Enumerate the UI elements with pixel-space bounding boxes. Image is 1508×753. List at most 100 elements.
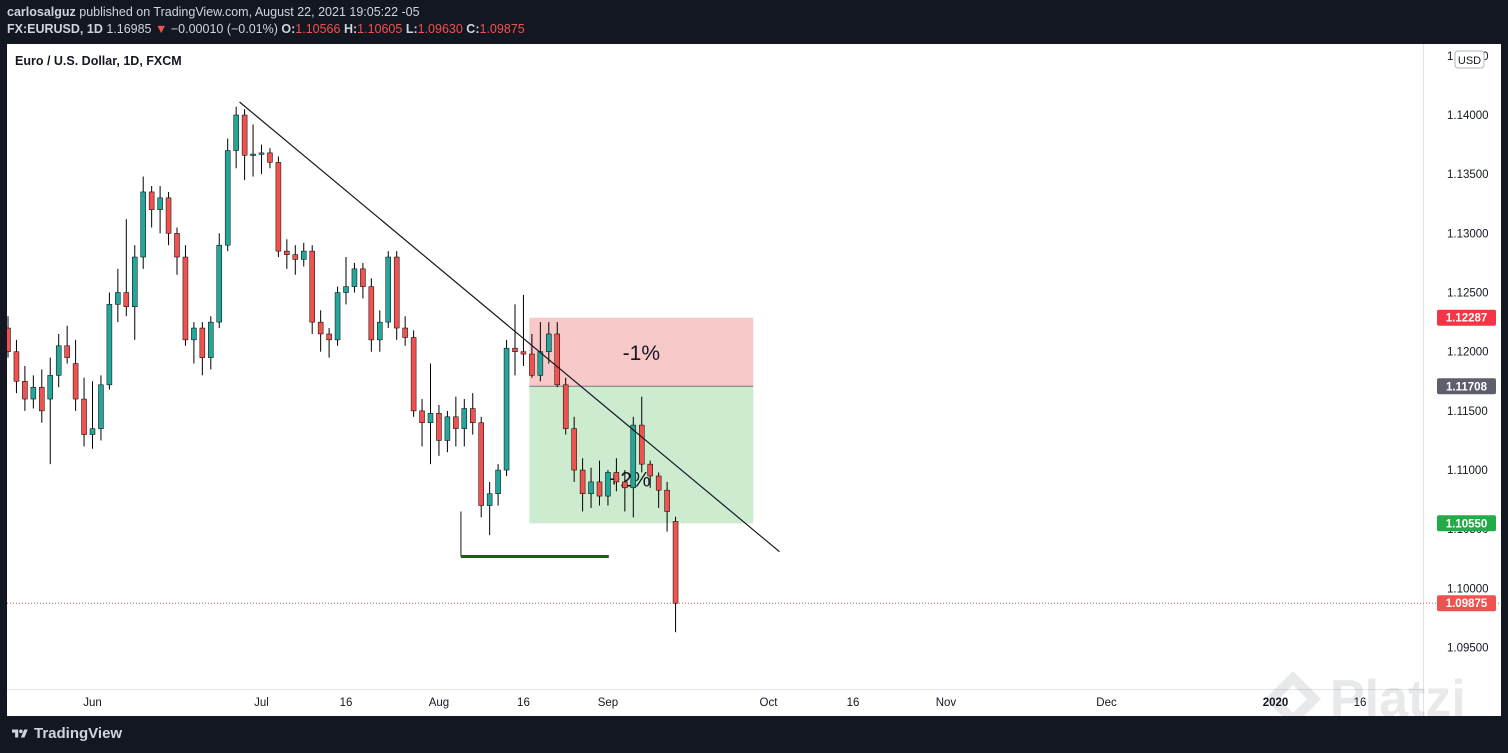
price-tick-label: 1.10000 (1447, 583, 1489, 595)
candle-body (360, 268, 366, 287)
candle-body (588, 481, 594, 494)
candle (546, 322, 552, 364)
candle (148, 186, 155, 228)
candle-body (334, 292, 341, 341)
currency-label: USD (1458, 55, 1481, 67)
candle-body (22, 381, 28, 400)
candle-body (512, 347, 518, 352)
candle (402, 316, 408, 346)
open-value: 1.10566 (295, 22, 341, 36)
footer-bar: TradingView (0, 716, 1508, 753)
candle-body (377, 321, 383, 341)
trendline (239, 101, 780, 553)
time-tick-label: Sep (598, 697, 618, 709)
candle (39, 369, 45, 423)
candle-body (309, 250, 315, 323)
candle-body (427, 412, 434, 423)
candle-body (368, 286, 375, 341)
candle (275, 156, 282, 258)
candle (385, 251, 391, 329)
candle (512, 304, 518, 376)
candle-body (453, 416, 459, 429)
candle (360, 262, 366, 299)
candle-body (613, 472, 620, 483)
candle-body (655, 475, 662, 491)
candle-body (605, 472, 611, 497)
candle-body (436, 412, 442, 441)
candle-body (402, 327, 408, 338)
candle-body (241, 114, 248, 156)
chart-panel[interactable]: -1% +2% Euro / U.S. Dollar, 1D, FXCM 1.1400… (7, 44, 1501, 716)
candle (436, 404, 442, 456)
candle-body (233, 114, 239, 151)
candle-body (486, 493, 493, 506)
currency-badge (1454, 50, 1485, 69)
candle-body (647, 463, 653, 477)
candle (630, 416, 637, 518)
candle (284, 239, 290, 269)
close-label: C: (466, 22, 480, 36)
candle (13, 339, 20, 394)
candle (393, 251, 400, 340)
candle (81, 377, 87, 447)
candle (72, 339, 79, 411)
chart-header: carlosalguz published on TradingView.com… (0, 0, 1508, 44)
price-tag-entry (1437, 378, 1496, 395)
candle (98, 375, 104, 441)
candle (123, 219, 130, 317)
candle-body (13, 351, 20, 382)
candle (89, 381, 96, 449)
candle-body (664, 489, 670, 512)
time-tick-label: 16 (517, 697, 530, 709)
candle-body (546, 333, 552, 352)
candle (343, 257, 349, 305)
candle-body (461, 408, 468, 429)
candle-body (410, 337, 417, 412)
candle (182, 245, 189, 346)
candle-body (98, 384, 104, 429)
candle-body (191, 327, 197, 341)
candle-body (639, 424, 645, 465)
candle-body (123, 292, 130, 307)
candle (470, 393, 476, 435)
chart-title: Euro / U.S. Dollar, 1D, FXCM (15, 54, 182, 68)
candle-body (444, 416, 451, 441)
platzi-logo-icon (1265, 671, 1321, 716)
price-axis-border (1423, 44, 1424, 716)
candle-body (182, 256, 189, 341)
candle (233, 106, 239, 169)
candle (216, 233, 222, 329)
candle (461, 399, 468, 447)
price-chart[interactable]: -1%+2%Euro / U.S. Dollar, 1D, FXCM1.1400… (7, 44, 1501, 716)
candle-body (39, 386, 45, 412)
candle (495, 464, 501, 506)
candle (258, 144, 265, 175)
candle-body (520, 351, 527, 355)
candle-body (47, 375, 53, 400)
price-tag-target (1437, 515, 1496, 532)
tradingview-logo[interactable]: TradingView (12, 725, 122, 742)
candle-body (326, 333, 332, 341)
price-tick-label: 1.12000 (1447, 347, 1489, 359)
author-name[interactable]: carlosalguz (7, 5, 76, 19)
candle (309, 245, 315, 334)
low-value: 1.09630 (417, 22, 463, 36)
candle (47, 357, 53, 465)
candle (486, 481, 493, 536)
candle (655, 472, 662, 508)
candle (165, 191, 172, 246)
candle-body (157, 197, 163, 210)
candle-body (115, 292, 121, 305)
candle-body (174, 233, 180, 258)
candle (368, 278, 375, 352)
candle (622, 470, 628, 512)
candle (326, 328, 332, 358)
low-label: L: (405, 22, 418, 36)
candle-body (495, 469, 501, 494)
candle-body (470, 408, 476, 423)
candle-body (301, 250, 307, 260)
candle-body (208, 321, 214, 358)
price-tag-last (1437, 595, 1496, 612)
candle-body (630, 424, 637, 489)
tradingview-logo-icon (12, 729, 28, 738)
